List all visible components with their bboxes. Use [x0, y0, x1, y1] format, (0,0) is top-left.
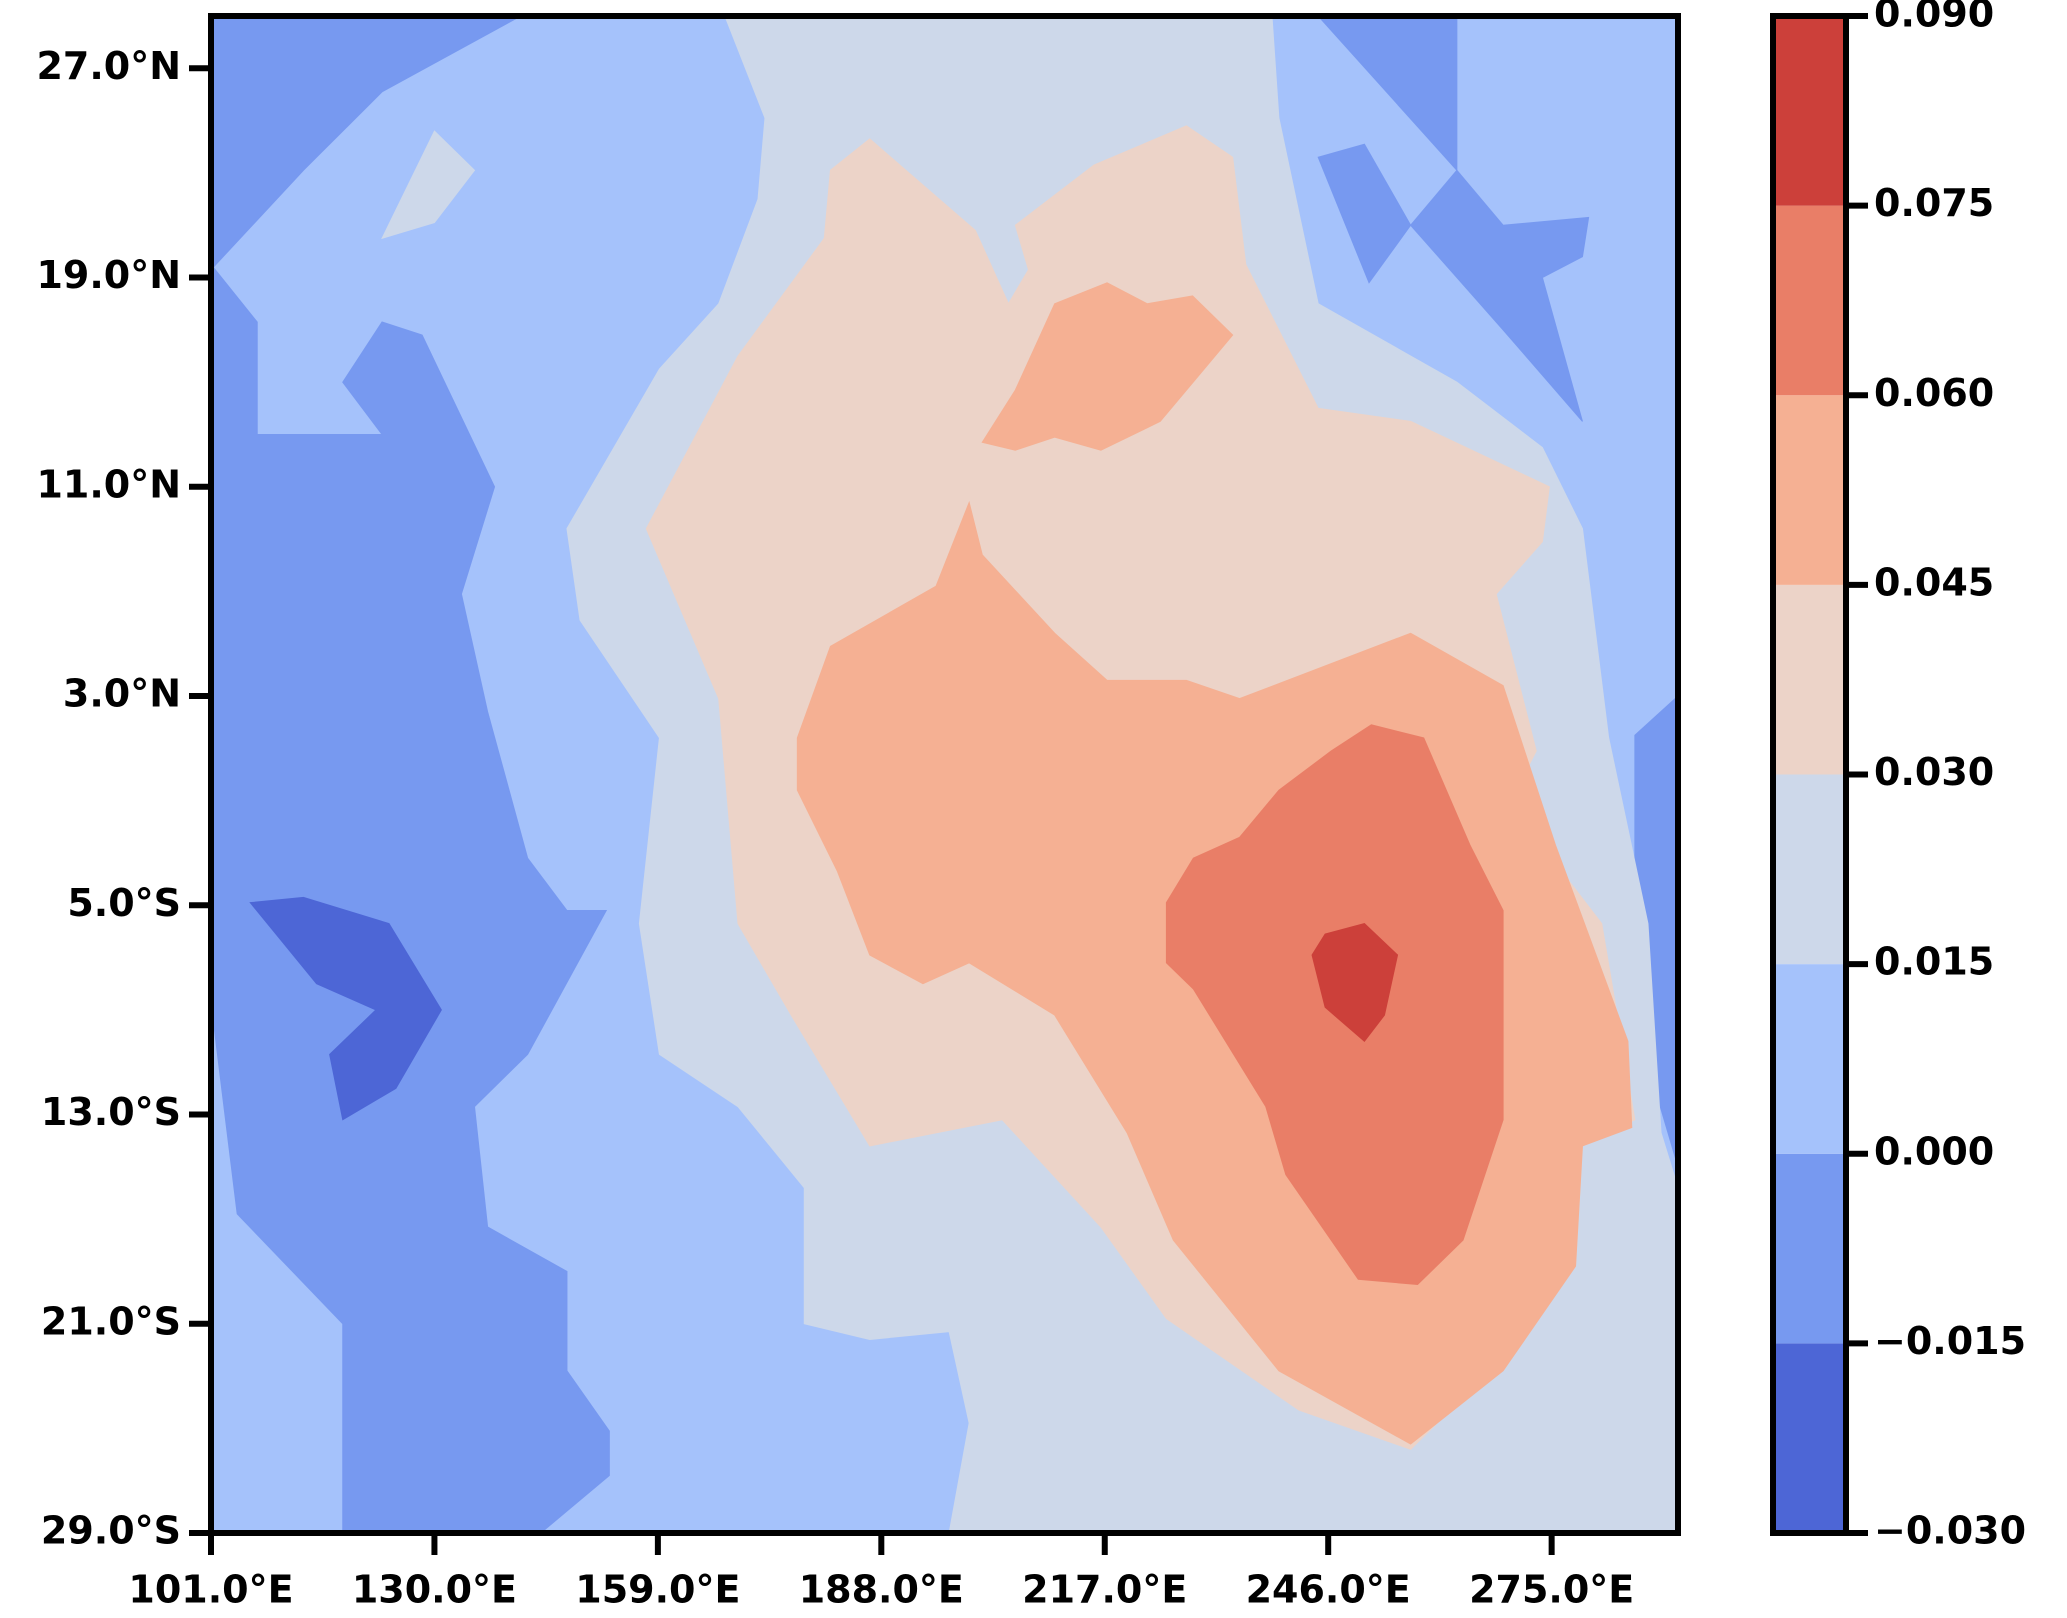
x-tick-label: 159.0°E [575, 1568, 740, 1612]
colorbar-tick-label: −0.015 [1874, 1319, 2026, 1363]
y-tick-label: 5.0°S [67, 881, 181, 925]
y-tick-label: 29.0°S [41, 1509, 181, 1553]
colorbar-tick-label: 0.015 [1874, 940, 1994, 984]
colorbar-band [1773, 964, 1846, 1154]
colorbar-tick-label: 0.045 [1874, 560, 1994, 604]
contour-region [381, 130, 476, 240]
colorbar-band [1773, 774, 1846, 965]
colorbar-band [1773, 1343, 1846, 1533]
colorbar-tick-label: 0.060 [1874, 371, 1994, 415]
x-tick-label: 188.0°E [799, 1568, 964, 1612]
colorbar-tick-label: −0.030 [1874, 1509, 2026, 1553]
contour-region [1317, 143, 1590, 422]
x-tick-label: 217.0°E [1022, 1568, 1187, 1612]
x-tick-label: 130.0°E [352, 1568, 517, 1612]
y-tick-label: 13.0°S [41, 1090, 181, 1134]
contour-region [1311, 923, 1399, 1043]
colorbar-band [1773, 205, 1846, 396]
colorbar-band [1773, 584, 1846, 775]
colorbar-band [1773, 16, 1846, 206]
colorbar-tick-label: 0.075 [1874, 181, 1994, 225]
colorbar-band [1773, 395, 1846, 585]
plot-frame [208, 13, 1681, 1536]
contour-region [981, 282, 1234, 451]
x-tick-label: 275.0°E [1469, 1568, 1634, 1612]
colorbar-tick-label: 0.090 [1874, 0, 1994, 36]
y-tick-label: 21.0°S [41, 1299, 181, 1343]
y-tick-label: 3.0°N [63, 672, 181, 716]
colorbar-tick-label: 0.030 [1874, 750, 1994, 794]
y-tick-label: 19.0°N [36, 253, 181, 297]
x-tick-label: 101.0°E [128, 1568, 293, 1612]
colorbar-tick-label: 0.000 [1874, 1129, 1994, 1173]
colorbar-band [1773, 1153, 1846, 1344]
contour-region [249, 896, 442, 1121]
y-tick-label: 27.0°N [36, 44, 181, 88]
y-tick-label: 11.0°N [36, 462, 181, 506]
x-tick-label: 246.0°E [1246, 1568, 1411, 1612]
